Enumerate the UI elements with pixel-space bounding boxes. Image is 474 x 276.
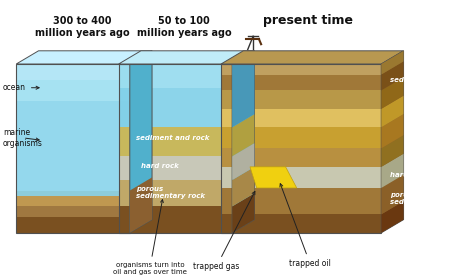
Polygon shape	[381, 154, 403, 188]
Polygon shape	[16, 191, 130, 206]
Polygon shape	[118, 64, 232, 88]
Polygon shape	[381, 201, 403, 233]
Polygon shape	[250, 167, 297, 188]
Polygon shape	[118, 64, 232, 127]
Polygon shape	[221, 75, 381, 90]
Text: sediment and rock: sediment and rock	[390, 78, 464, 83]
Polygon shape	[221, 51, 403, 64]
Polygon shape	[232, 143, 255, 180]
Polygon shape	[221, 64, 381, 75]
Text: hard rock: hard rock	[390, 172, 428, 178]
Polygon shape	[381, 51, 403, 75]
Text: ocean: ocean	[3, 83, 39, 92]
Polygon shape	[118, 180, 232, 206]
Polygon shape	[381, 61, 403, 90]
Polygon shape	[381, 51, 403, 233]
Polygon shape	[232, 51, 255, 127]
Polygon shape	[232, 114, 255, 156]
Polygon shape	[232, 51, 255, 233]
Text: organisms turn into
oil and gas over time: organisms turn into oil and gas over tim…	[113, 200, 187, 275]
Polygon shape	[16, 64, 130, 196]
Polygon shape	[16, 206, 130, 233]
Polygon shape	[381, 175, 403, 214]
Polygon shape	[232, 193, 255, 233]
Text: 50 to 100
million years ago: 50 to 100 million years ago	[137, 16, 232, 38]
Text: 300 to 400
million years ago: 300 to 400 million years ago	[35, 16, 129, 38]
Polygon shape	[221, 109, 381, 127]
Polygon shape	[221, 90, 381, 109]
Polygon shape	[118, 206, 232, 233]
Polygon shape	[232, 167, 255, 206]
Text: sediment and rock: sediment and rock	[137, 136, 210, 142]
Polygon shape	[221, 127, 381, 148]
Polygon shape	[381, 96, 403, 127]
Polygon shape	[130, 177, 152, 233]
Text: porous
sedimentary rock: porous sedimentary rock	[390, 192, 459, 205]
Text: trapped gas: trapped gas	[193, 191, 255, 271]
Polygon shape	[221, 188, 381, 214]
Polygon shape	[118, 156, 232, 180]
Polygon shape	[130, 51, 152, 233]
Polygon shape	[221, 167, 381, 188]
Text: hard rock: hard rock	[141, 163, 179, 169]
Text: porous
sedimentary rock: porous sedimentary rock	[137, 186, 205, 200]
Text: marine
organisms: marine organisms	[3, 128, 43, 148]
Polygon shape	[381, 77, 403, 109]
Polygon shape	[381, 135, 403, 167]
Text: present time: present time	[263, 14, 353, 27]
Polygon shape	[118, 127, 232, 156]
Polygon shape	[16, 198, 130, 217]
Polygon shape	[16, 51, 152, 64]
Polygon shape	[16, 64, 130, 101]
Polygon shape	[16, 64, 130, 80]
Polygon shape	[221, 214, 381, 233]
Polygon shape	[118, 51, 255, 64]
Polygon shape	[381, 114, 403, 148]
Text: trapped oil: trapped oil	[280, 184, 331, 268]
Polygon shape	[221, 148, 381, 167]
